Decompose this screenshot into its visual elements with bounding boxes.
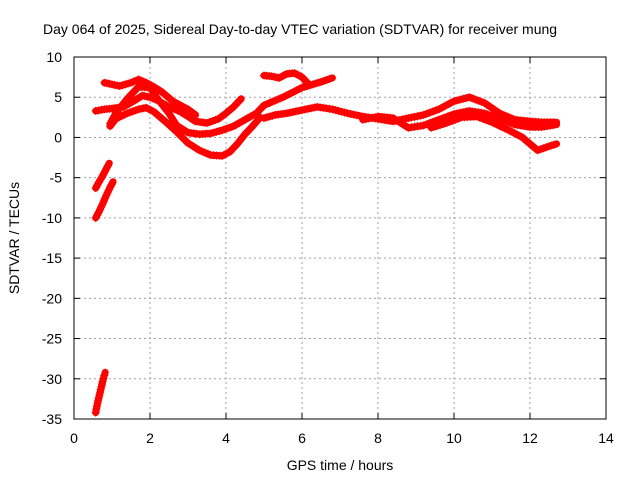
- data-point: [241, 130, 249, 139]
- data-point: [91, 408, 100, 417]
- data-point: [229, 102, 238, 111]
- data-point: [550, 140, 559, 149]
- data-point: [130, 86, 139, 95]
- x-tick-label: 12: [522, 430, 538, 446]
- x-tick-label: 6: [298, 430, 306, 446]
- data-point: [520, 135, 529, 144]
- data-series: [91, 69, 561, 417]
- data-point: [254, 107, 263, 116]
- series-arc-3: [91, 159, 113, 193]
- data-point: [231, 141, 240, 150]
- x-tick-label: 10: [446, 430, 462, 446]
- x-axis-label: GPS time / hours: [287, 457, 394, 473]
- data-point: [92, 405, 101, 414]
- data-point: [301, 77, 310, 86]
- data-point: [229, 143, 238, 152]
- data-point: [246, 124, 255, 133]
- data-point: [258, 103, 267, 112]
- chart-title: Day 064 of 2025, Sidereal Day-to-day VTE…: [43, 21, 557, 37]
- y-tick-label: -15: [42, 250, 62, 266]
- data-point: [299, 75, 308, 84]
- data-point: [92, 402, 101, 411]
- x-tick-label: 2: [146, 430, 154, 446]
- data-point: [107, 180, 116, 189]
- data-point: [256, 105, 265, 114]
- grid: [74, 57, 606, 419]
- data-point: [298, 73, 306, 82]
- x-tick-label: 4: [222, 430, 230, 446]
- series-arc-11: [427, 112, 561, 155]
- data-point: [235, 96, 244, 105]
- y-tick-label: 5: [54, 89, 62, 105]
- y-tick-label: 0: [54, 129, 62, 145]
- data-point: [94, 178, 103, 187]
- series-arc-2: [91, 178, 117, 222]
- data-point: [96, 175, 105, 184]
- data-point: [123, 94, 132, 103]
- data-point: [227, 145, 236, 154]
- series-arc-10: [358, 106, 561, 132]
- y-axis-label: SDTVAR / TECUs: [6, 182, 22, 294]
- data-point: [99, 374, 108, 383]
- series-arc-9: [260, 93, 561, 127]
- x-tick-label: 8: [374, 430, 382, 446]
- data-point: [225, 147, 234, 156]
- series-arc-7: [106, 103, 264, 160]
- data-point: [127, 90, 135, 99]
- data-point: [252, 109, 261, 118]
- data-point: [244, 126, 253, 135]
- y-tick-label: -5: [50, 170, 63, 186]
- y-tick-label: 10: [46, 49, 62, 65]
- y-tick-label: -25: [42, 331, 62, 347]
- data-point: [132, 84, 141, 93]
- data-point: [233, 98, 242, 107]
- y-tick-label: -30: [42, 371, 62, 387]
- y-tick-label: -35: [42, 411, 62, 427]
- data-point: [549, 121, 558, 130]
- x-tick-label: 14: [598, 430, 614, 446]
- data-point: [303, 79, 312, 88]
- y-tick-label: -20: [42, 290, 62, 306]
- data-point: [125, 92, 134, 101]
- x-tick-label: 0: [70, 430, 78, 446]
- series-arc-1: [91, 368, 109, 417]
- data-point: [231, 100, 240, 109]
- data-point: [325, 74, 334, 83]
- data-point: [242, 128, 251, 137]
- axis-ticks: 0 2 4 6 8 10 12 14 10 5 0 -5 -10 -15 -20 -25 -30 -35: [42, 49, 614, 446]
- series-arc-8: [260, 69, 314, 89]
- series-arc-6: [106, 74, 336, 139]
- data-point: [100, 371, 109, 380]
- y-tick-label: -10: [42, 210, 62, 226]
- data-point: [529, 142, 538, 151]
- data-point: [103, 162, 112, 170]
- data-point: [128, 88, 137, 97]
- plot-frame: [73, 56, 607, 420]
- data-point: [189, 109, 198, 117]
